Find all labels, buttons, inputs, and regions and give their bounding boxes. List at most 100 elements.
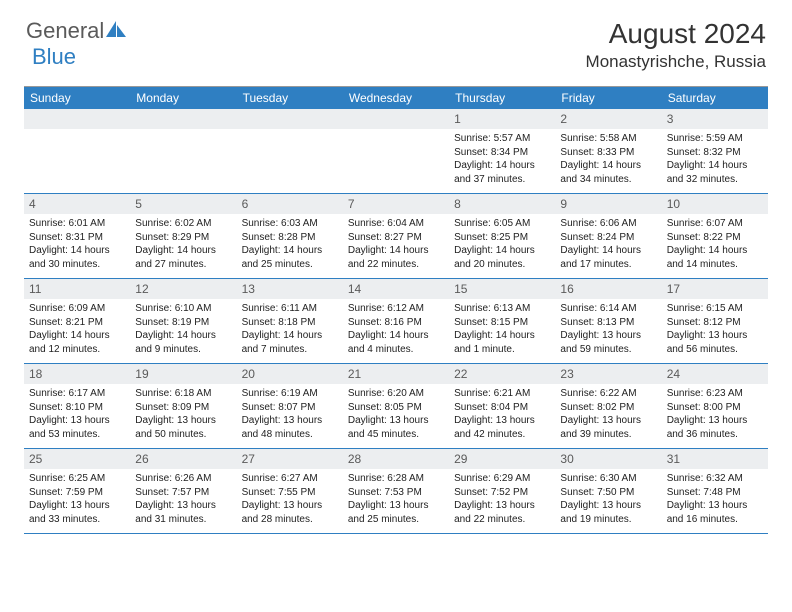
dl2-label: and 25 minutes. — [348, 513, 444, 527]
dl2-label: and 22 minutes. — [454, 513, 550, 527]
dl1-label: Daylight: 13 hours — [454, 499, 550, 513]
dl2-label: and 42 minutes. — [454, 428, 550, 442]
sunrise-label: Sunrise: 6:27 AM — [242, 472, 338, 486]
day-cell — [130, 109, 236, 193]
sunset-label: Sunset: 7:55 PM — [242, 486, 338, 500]
sunset-label: Sunset: 7:57 PM — [135, 486, 231, 500]
dl2-label: and 31 minutes. — [135, 513, 231, 527]
dl1-label: Daylight: 14 hours — [135, 329, 231, 343]
dl2-label: and 19 minutes. — [560, 513, 656, 527]
dl1-label: Daylight: 14 hours — [560, 159, 656, 173]
day-cell: 10Sunrise: 6:07 AMSunset: 8:22 PMDayligh… — [662, 194, 768, 278]
week-row: 4Sunrise: 6:01 AMSunset: 8:31 PMDaylight… — [24, 194, 768, 279]
dl2-label: and 9 minutes. — [135, 343, 231, 357]
dl1-label: Daylight: 13 hours — [560, 329, 656, 343]
day-number: 20 — [237, 364, 343, 384]
dl2-label: and 4 minutes. — [348, 343, 444, 357]
day-cell: 20Sunrise: 6:19 AMSunset: 8:07 PMDayligh… — [237, 364, 343, 448]
sunset-label: Sunset: 8:13 PM — [560, 316, 656, 330]
sunset-label: Sunset: 7:52 PM — [454, 486, 550, 500]
day-body: Sunrise: 6:02 AMSunset: 8:29 PMDaylight:… — [130, 214, 236, 276]
brand-name-part2: Blue — [32, 44, 76, 70]
sunrise-label: Sunrise: 6:11 AM — [242, 302, 338, 316]
day-cell: 15Sunrise: 6:13 AMSunset: 8:15 PMDayligh… — [449, 279, 555, 363]
day-number: 4 — [24, 194, 130, 214]
day-cell: 24Sunrise: 6:23 AMSunset: 8:00 PMDayligh… — [662, 364, 768, 448]
sunset-label: Sunset: 8:25 PM — [454, 231, 550, 245]
dl2-label: and 25 minutes. — [242, 258, 338, 272]
day-body: Sunrise: 6:14 AMSunset: 8:13 PMDaylight:… — [555, 299, 661, 361]
sunrise-label: Sunrise: 6:09 AM — [29, 302, 125, 316]
sunset-label: Sunset: 8:24 PM — [560, 231, 656, 245]
weekday-header: Sunday — [24, 87, 130, 109]
day-cell: 11Sunrise: 6:09 AMSunset: 8:21 PMDayligh… — [24, 279, 130, 363]
sunset-label: Sunset: 8:12 PM — [667, 316, 763, 330]
sunrise-label: Sunrise: 6:23 AM — [667, 387, 763, 401]
day-cell: 6Sunrise: 6:03 AMSunset: 8:28 PMDaylight… — [237, 194, 343, 278]
dl2-label: and 59 minutes. — [560, 343, 656, 357]
dl2-label: and 32 minutes. — [667, 173, 763, 187]
sunrise-label: Sunrise: 6:20 AM — [348, 387, 444, 401]
day-number: 31 — [662, 449, 768, 469]
day-number: 16 — [555, 279, 661, 299]
dl1-label: Daylight: 13 hours — [560, 414, 656, 428]
day-number: 15 — [449, 279, 555, 299]
day-number: 12 — [130, 279, 236, 299]
weekday-header: Thursday — [449, 87, 555, 109]
day-cell — [237, 109, 343, 193]
sunrise-label: Sunrise: 5:58 AM — [560, 132, 656, 146]
day-body: Sunrise: 6:27 AMSunset: 7:55 PMDaylight:… — [237, 469, 343, 531]
day-cell: 31Sunrise: 6:32 AMSunset: 7:48 PMDayligh… — [662, 449, 768, 533]
sunset-label: Sunset: 8:09 PM — [135, 401, 231, 415]
weekday-header: Wednesday — [343, 87, 449, 109]
sunset-label: Sunset: 8:15 PM — [454, 316, 550, 330]
day-number: 6 — [237, 194, 343, 214]
sunrise-label: Sunrise: 6:06 AM — [560, 217, 656, 231]
weekday-header: Tuesday — [237, 87, 343, 109]
sunrise-label: Sunrise: 6:12 AM — [348, 302, 444, 316]
day-cell: 7Sunrise: 6:04 AMSunset: 8:27 PMDaylight… — [343, 194, 449, 278]
day-body: Sunrise: 6:13 AMSunset: 8:15 PMDaylight:… — [449, 299, 555, 361]
day-body: Sunrise: 6:25 AMSunset: 7:59 PMDaylight:… — [24, 469, 130, 531]
dl2-label: and 53 minutes. — [29, 428, 125, 442]
sunrise-label: Sunrise: 6:21 AM — [454, 387, 550, 401]
sunset-label: Sunset: 8:04 PM — [454, 401, 550, 415]
day-cell: 27Sunrise: 6:27 AMSunset: 7:55 PMDayligh… — [237, 449, 343, 533]
day-number: 9 — [555, 194, 661, 214]
day-cell: 8Sunrise: 6:05 AMSunset: 8:25 PMDaylight… — [449, 194, 555, 278]
sunset-label: Sunset: 7:48 PM — [667, 486, 763, 500]
day-body: Sunrise: 6:22 AMSunset: 8:02 PMDaylight:… — [555, 384, 661, 446]
day-number: 10 — [662, 194, 768, 214]
day-cell: 22Sunrise: 6:21 AMSunset: 8:04 PMDayligh… — [449, 364, 555, 448]
sunrise-label: Sunrise: 6:17 AM — [29, 387, 125, 401]
weekday-header: Monday — [130, 87, 236, 109]
page-header: General August 2024 Monastyrishche, Russ… — [0, 0, 792, 80]
dl1-label: Daylight: 14 hours — [29, 329, 125, 343]
dl2-label: and 12 minutes. — [29, 343, 125, 357]
day-cell — [24, 109, 130, 193]
dl2-label: and 30 minutes. — [29, 258, 125, 272]
day-cell: 19Sunrise: 6:18 AMSunset: 8:09 PMDayligh… — [130, 364, 236, 448]
day-body: Sunrise: 6:17 AMSunset: 8:10 PMDaylight:… — [24, 384, 130, 446]
title-block: August 2024 Monastyrishche, Russia — [586, 18, 766, 72]
sunrise-label: Sunrise: 6:22 AM — [560, 387, 656, 401]
day-cell: 28Sunrise: 6:28 AMSunset: 7:53 PMDayligh… — [343, 449, 449, 533]
day-cell: 16Sunrise: 6:14 AMSunset: 8:13 PMDayligh… — [555, 279, 661, 363]
dl1-label: Daylight: 14 hours — [348, 244, 444, 258]
day-body: Sunrise: 6:15 AMSunset: 8:12 PMDaylight:… — [662, 299, 768, 361]
day-number — [343, 109, 449, 129]
day-number: 3 — [662, 109, 768, 129]
calendar-grid: SundayMondayTuesdayWednesdayThursdayFrid… — [24, 86, 768, 534]
week-row: 1Sunrise: 5:57 AMSunset: 8:34 PMDaylight… — [24, 109, 768, 194]
sunrise-label: Sunrise: 6:26 AM — [135, 472, 231, 486]
dl1-label: Daylight: 14 hours — [135, 244, 231, 258]
dl2-label: and 28 minutes. — [242, 513, 338, 527]
day-number: 11 — [24, 279, 130, 299]
sunrise-label: Sunrise: 6:10 AM — [135, 302, 231, 316]
sunset-label: Sunset: 8:16 PM — [348, 316, 444, 330]
sunset-label: Sunset: 8:31 PM — [29, 231, 125, 245]
day-cell: 14Sunrise: 6:12 AMSunset: 8:16 PMDayligh… — [343, 279, 449, 363]
sunrise-label: Sunrise: 6:32 AM — [667, 472, 763, 486]
day-number: 23 — [555, 364, 661, 384]
day-number: 26 — [130, 449, 236, 469]
